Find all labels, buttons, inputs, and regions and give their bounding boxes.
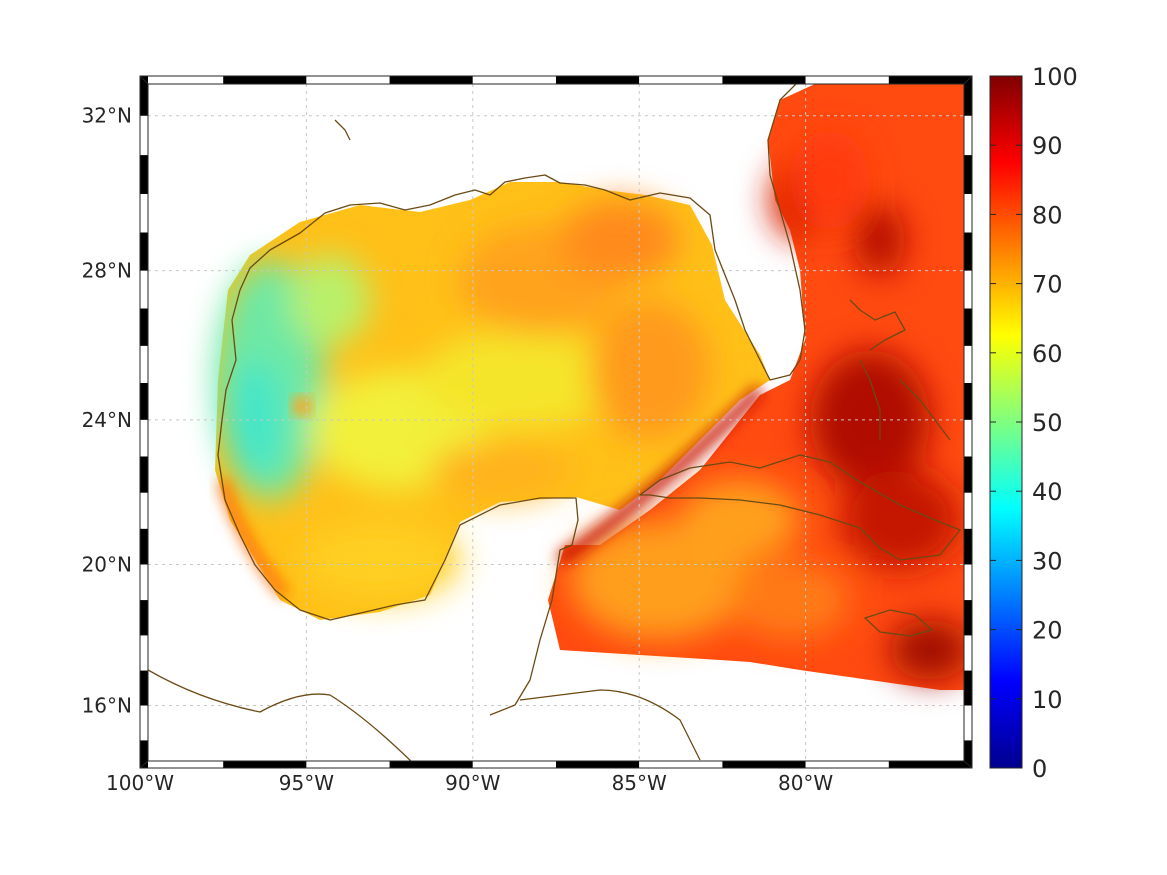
latitude-labels: 16°N 20°N 24°N 28°N 32°N <box>82 104 132 718</box>
frame-stripe-bottom <box>722 761 806 768</box>
lon-tick-label: 90°W <box>445 771 500 795</box>
colorbar-tick-label: 70 <box>1032 271 1063 299</box>
frame-stripe-left <box>140 492 148 529</box>
lon-tick-label: 85°W <box>612 771 667 795</box>
lat-tick-label: 20°N <box>82 552 132 576</box>
frame-stripe-right <box>964 456 972 493</box>
frame-stripe-left <box>140 383 148 420</box>
frame-stripe-right <box>964 308 972 346</box>
frame-stripe-right <box>964 345 972 384</box>
frame-stripe-right <box>964 705 972 741</box>
frame-stripe-left <box>140 115 148 156</box>
frame-corner <box>963 760 973 769</box>
frame-stripe-left <box>140 419 148 457</box>
colorbar-tick-label: 100 <box>1032 63 1078 91</box>
frame-stripe-bottom <box>223 761 307 768</box>
frame-outer-border <box>139 75 973 769</box>
colorbar-tick-label: 50 <box>1032 409 1063 437</box>
frame-stripe-right <box>964 740 972 768</box>
frame-inner-border <box>147 83 965 762</box>
frame-stripe-top <box>805 76 889 84</box>
frame-stripe-left <box>140 635 148 671</box>
frame-stripe-right <box>964 115 972 156</box>
frame-stripe-bottom <box>140 761 224 768</box>
frame-stripe-left <box>140 705 148 741</box>
heatmap-layer <box>148 84 964 761</box>
atlantic-field <box>548 84 964 690</box>
frame-stripe-left <box>140 270 148 309</box>
frame-stripe-left <box>140 155 148 194</box>
frame-stripe-bottom <box>805 761 889 768</box>
frame-stripe-bottom <box>389 761 473 768</box>
colorbar-tick-label: 60 <box>1032 340 1063 368</box>
colorbar-tick-label: 40 <box>1032 478 1063 506</box>
frame-stripe-bottom <box>306 761 390 768</box>
gulf-of-mexico-field <box>215 182 770 620</box>
lon-tick-label: 95°W <box>279 771 334 795</box>
colorbar-tick-label: 80 <box>1032 201 1063 229</box>
colorbar-tick-label: 90 <box>1032 132 1063 160</box>
frame-stripe-top <box>223 76 307 84</box>
frame-corner <box>139 75 149 85</box>
frame-stripe-right <box>964 76 972 116</box>
frame-stripe-left <box>140 345 148 384</box>
frame-corner <box>139 760 149 769</box>
lon-tick-label: 100°W <box>106 771 174 795</box>
frame-stripe-left <box>140 528 148 565</box>
frame-stripe-left <box>140 308 148 346</box>
frame-stripe-top <box>389 76 473 84</box>
colorbar-tick-label: 10 <box>1032 686 1063 714</box>
colorbar-tick-label: 30 <box>1032 547 1063 575</box>
frame-stripe-right <box>964 383 972 420</box>
frame-stripe-bottom <box>556 761 640 768</box>
frame-stripe-left <box>140 193 148 233</box>
lat-tick-label: 16°N <box>82 694 132 718</box>
lon-tick-label: 80°W <box>778 771 833 795</box>
frame-stripe-right <box>964 193 972 233</box>
frame-stripe-top <box>306 76 390 84</box>
map-grid <box>148 84 964 761</box>
frame-stripe-left <box>140 600 148 636</box>
colorbar-ticks: 0 10 20 30 40 50 60 70 80 90 100 <box>990 63 1078 783</box>
lat-tick-label: 32°N <box>82 104 132 128</box>
frame-stripe-top <box>556 76 640 84</box>
lat-tick-label: 24°N <box>82 408 132 432</box>
frame-stripe-right <box>964 492 972 529</box>
frame-stripe-right <box>964 528 972 565</box>
longitude-labels: 100°W 95°W 90°W 85°W 80°W <box>106 771 833 795</box>
map-frame <box>139 75 973 769</box>
frame-stripe-left <box>140 670 148 706</box>
frame-stripe-left <box>140 232 148 271</box>
frame-stripe-right <box>964 600 972 636</box>
frame-stripe-top <box>888 76 972 84</box>
frame-stripe-right <box>964 670 972 706</box>
frame-stripe-right <box>964 155 972 194</box>
lat-tick-label: 28°N <box>82 259 132 283</box>
colorbar-tick-label: 0 <box>1032 755 1047 783</box>
frame-stripe-right <box>964 635 972 671</box>
frame-stripe-bottom <box>639 761 723 768</box>
colorbar-tick-label: 20 <box>1032 617 1063 645</box>
frame-corner <box>963 75 973 85</box>
frame-stripe-left <box>140 76 148 116</box>
coastlines <box>148 84 961 761</box>
frame-stripe-top <box>639 76 723 84</box>
frame-stripe-right <box>964 232 972 271</box>
frame-stripe-right <box>964 564 972 601</box>
frame-stripe-left <box>140 740 148 768</box>
frame-stripe-bottom <box>472 761 556 768</box>
frame-stripe-bottom <box>888 761 972 768</box>
frame-stripe-top <box>140 76 224 84</box>
colorbar: 0 10 20 30 40 50 60 70 80 90 100 <box>989 63 1078 783</box>
frame-stripe-top <box>472 76 556 84</box>
frame-stripe-right <box>964 419 972 457</box>
frame-stripe-top <box>722 76 806 84</box>
frame-stripe-left <box>140 456 148 493</box>
frame-stripe-left <box>140 564 148 601</box>
frame-stripe-right <box>964 270 972 309</box>
